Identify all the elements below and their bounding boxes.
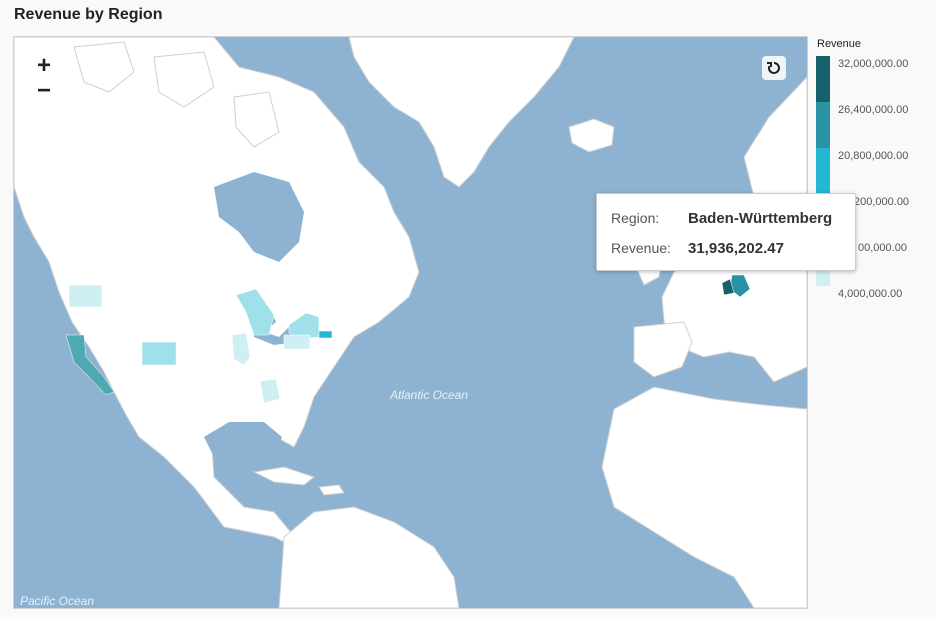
south-america-landmass [278,506,460,608]
tooltip-region-value: Baden-Württemberg [688,210,833,227]
greenland-landmass [348,37,575,188]
region-california[interactable] [65,334,115,396]
legend-swatch-2 [816,102,830,148]
arctic-islands [73,41,280,148]
legend-label-3: 20,800,000.00 [838,150,909,162]
hudson-bay [214,172,304,262]
legend-title: Revenue [817,38,862,50]
zoom-in-button[interactable]: + [36,52,51,79]
legend-swatch-3 [816,148,830,194]
tooltip-revenue-label: Revenue: [611,240,671,256]
region-massachusetts[interactable] [318,330,333,339]
world-map[interactable] [14,37,807,608]
zoom-control: + − [31,54,57,104]
zoom-out-button[interactable]: − [36,77,51,104]
reset-view-button[interactable] [762,56,786,80]
legend-swatch-1 [816,56,830,102]
region-baden-wuerttemberg[interactable] [721,278,735,296]
region-michigan[interactable] [235,288,275,336]
region-pennsylvania[interactable] [283,334,311,350]
africa-landmass [601,386,807,608]
mediterranean-sea [684,362,807,407]
legend-label-1: 32,000,000.00 [838,58,909,70]
map-canvas[interactable] [13,36,808,609]
legend-label-6: 4,000,000.00 [838,288,903,300]
tooltip-revenue-value: 31,936,202.47 [688,240,784,257]
north-america-landmass [14,37,420,558]
region-georgia[interactable] [259,378,281,404]
reset-view-icon [767,62,780,74]
legend-label-2: 26,400,000.00 [838,104,909,116]
tooltip-region-label: Region: [611,210,660,226]
region-washington[interactable] [68,284,103,308]
caribbean-islands [252,466,345,496]
iberia-landmass [633,321,693,378]
legend-label-4: 200,000.00 [854,196,910,208]
legend-label-5: 00,000.00 [858,242,907,254]
region-tooltip: Region: Baden-Württemberg Revenue: 31,93… [596,193,856,271]
region-illinois[interactable] [231,332,251,366]
atlantic-ocean-label: Atlantic Ocean [390,388,469,402]
iceland-landmass [568,118,615,153]
region-colorado[interactable] [141,341,177,366]
legend-swatch-6 [816,270,830,286]
pacific-ocean-label: Pacific Ocean [20,594,95,608]
gulf-of-mexico [204,422,282,477]
chart-title: Revenue by Region [14,6,163,23]
